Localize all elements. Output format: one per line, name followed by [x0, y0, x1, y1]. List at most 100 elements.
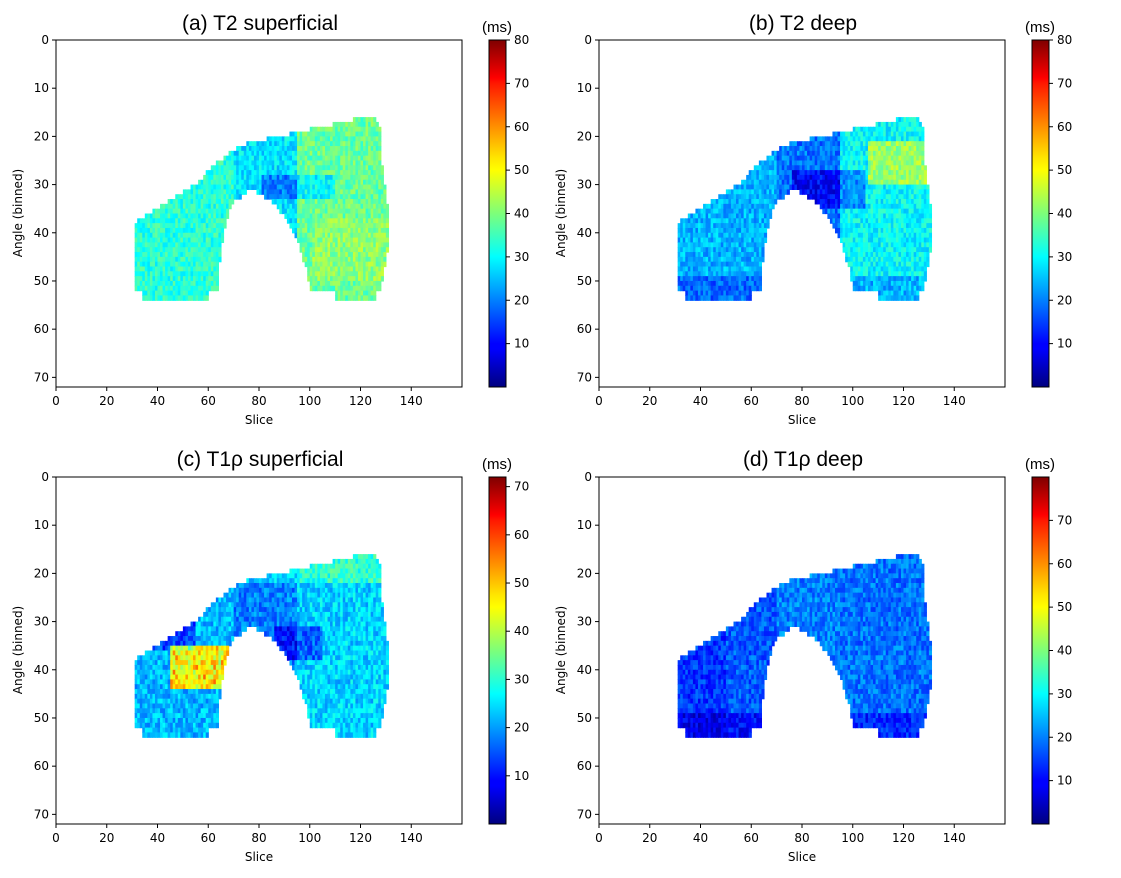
- heatmap-cell: [878, 170, 882, 176]
- heatmap-cell: [345, 227, 349, 234]
- heatmap-cell: [322, 170, 326, 176]
- heatmap-cell: [895, 276, 900, 282]
- heatmap-cell: [883, 223, 887, 229]
- heatmap-cell: [373, 276, 377, 282]
- heatmap-cell: [751, 189, 755, 195]
- heatmap-cell: [241, 189, 245, 195]
- heatmap-cell: [890, 189, 894, 195]
- heatmap-cell: [850, 223, 854, 229]
- heatmap-cell: [190, 285, 194, 292]
- heatmap-cell: [857, 285, 861, 292]
- heatmap-cell: [357, 558, 362, 565]
- heatmap-cell: [728, 203, 732, 210]
- heatmap-cell: [903, 252, 907, 258]
- heatmap-cell: [898, 150, 902, 157]
- heatmap-cell: [304, 170, 308, 176]
- heatmap-cell: [705, 203, 709, 210]
- heatmap-cell: [840, 160, 844, 166]
- heatmap-cell: [845, 160, 849, 166]
- heatmap-cell: [913, 160, 917, 166]
- heatmap-cell: [160, 218, 164, 224]
- heatmap-cell: [380, 252, 384, 258]
- heatmap-cell: [921, 271, 925, 277]
- heatmap-cell: [350, 208, 354, 215]
- heatmap-cell: [312, 155, 316, 162]
- heatmap-cell: [718, 290, 722, 297]
- heatmap-cell: [208, 271, 212, 277]
- heatmap-cell: [355, 194, 359, 200]
- heatmap-cell: [921, 227, 925, 234]
- heatmap-cell: [921, 189, 925, 195]
- heatmap-cell: [852, 242, 856, 248]
- heatmap-cell: [309, 141, 313, 147]
- heatmap-cell: [309, 247, 313, 253]
- heatmap-cell: [226, 194, 230, 200]
- heatmap-cell: [682, 271, 686, 277]
- heatmap-cell: [299, 160, 303, 166]
- heatmap-cell: [875, 165, 879, 171]
- heatmap-cell: [743, 242, 747, 248]
- heatmap-cell: [725, 199, 730, 205]
- heatmap-cell: [322, 573, 326, 579]
- heatmap-cell: [916, 252, 920, 258]
- heatmap-cell: [779, 160, 783, 166]
- heatmap-cell: [730, 232, 735, 239]
- heatmap-cell: [789, 146, 793, 152]
- heatmap-cell: [142, 276, 146, 282]
- heatmap-cell: [327, 218, 331, 224]
- heatmap-cell: [812, 136, 816, 142]
- heatmap-cell: [286, 199, 291, 205]
- heatmap-cell: [921, 146, 925, 152]
- heatmap-cell: [355, 189, 359, 195]
- heatmap-cell: [215, 280, 219, 287]
- heatmap-cell: [738, 218, 742, 224]
- heatmap-cell: [692, 213, 697, 219]
- heatmap-cell: [271, 155, 275, 162]
- heatmap-cell: [375, 271, 379, 277]
- heatmap-cell: [274, 155, 278, 162]
- heatmap-cell: [193, 213, 197, 219]
- heatmap-cell: [291, 131, 296, 137]
- heatmap-cell: [921, 280, 925, 287]
- heatmap-cell: [900, 208, 905, 215]
- heatmap-cell: [307, 146, 311, 152]
- heatmap-cell: [900, 295, 905, 301]
- heatmap-cell: [314, 146, 318, 152]
- heatmap-cell: [330, 189, 334, 195]
- heatmap-cell: [210, 170, 214, 176]
- heatmap-cell: [337, 256, 341, 263]
- heatmap-cell: [289, 194, 293, 200]
- heatmap-cell: [248, 184, 252, 190]
- heatmap-cell: [890, 208, 894, 215]
- heatmap-cell: [850, 227, 854, 234]
- heatmap-cell: [352, 558, 357, 565]
- heatmap-cell: [829, 203, 834, 210]
- heatmap-cell: [193, 261, 197, 268]
- heatmap-cell: [375, 252, 379, 258]
- heatmap-cell: [279, 136, 283, 142]
- heatmap-cell: [170, 203, 174, 210]
- heatmap-cell: [160, 271, 164, 277]
- heatmap-cell: [776, 189, 780, 195]
- heatmap-cell: [297, 131, 301, 137]
- heatmap-cell: [218, 170, 222, 176]
- heatmap-cell: [213, 261, 217, 268]
- heatmap-cell: [865, 218, 869, 224]
- heatmap-cell: [253, 179, 258, 186]
- heatmap-cell: [713, 242, 717, 248]
- heatmap-cell: [304, 150, 308, 157]
- heatmap-cell: [195, 189, 199, 195]
- heatmap-cell: [918, 199, 922, 205]
- heatmap-cell: [167, 203, 171, 210]
- heatmap-cell: [332, 155, 336, 162]
- heatmap-cell: [908, 146, 912, 152]
- heatmap-cell: [824, 141, 828, 147]
- heatmap-cell: [725, 232, 730, 239]
- heatmap-cell: [180, 199, 184, 205]
- heatmap-cell: [302, 227, 306, 234]
- heatmap-cell: [266, 174, 270, 181]
- heatmap-cell: [834, 194, 839, 200]
- heatmap-cell: [918, 155, 922, 162]
- heatmap-cell: [873, 276, 877, 282]
- heatmap-cell: [170, 290, 174, 297]
